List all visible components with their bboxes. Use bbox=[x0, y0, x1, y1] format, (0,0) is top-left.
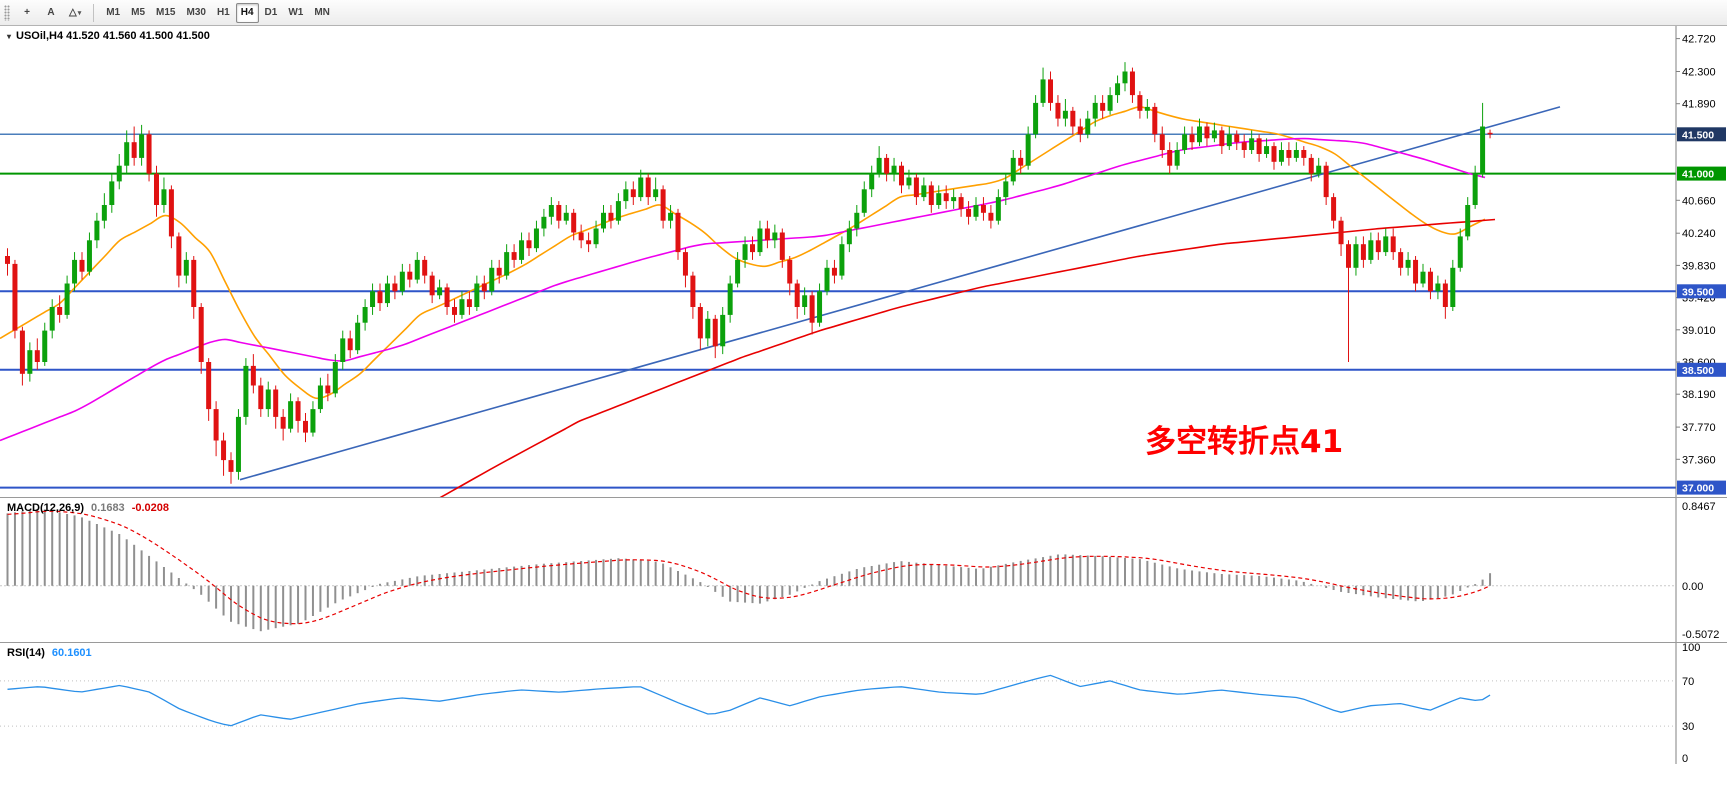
macd-scale-min: -0.5072 bbox=[1682, 629, 1719, 641]
rsi-panel[interactable]: RSI(14) 60.1601 100 70 30 0 bbox=[0, 642, 1727, 764]
ascending-trendline[interactable] bbox=[239, 106, 1561, 481]
macd-histogram bbox=[6, 509, 1492, 632]
price-tick-label: 40.660 bbox=[1682, 195, 1716, 207]
rsi-scale-30: 30 bbox=[1682, 721, 1694, 733]
rsi-scale-100: 100 bbox=[1682, 643, 1700, 654]
rsi-value: 60.1601 bbox=[51, 647, 92, 659]
main-chart-panel[interactable]: ▾ USOil,H4 41.520 41.560 41.500 41.500 多… bbox=[0, 26, 1727, 497]
ma-slow-red bbox=[439, 218, 1496, 497]
timeframe-button-m1[interactable]: M1 bbox=[101, 3, 125, 23]
symbol-header: ▾ USOil,H4 41.520 41.560 41.500 41.500 bbox=[7, 30, 210, 42]
svg-text:38.500: 38.500 bbox=[1682, 365, 1714, 377]
symbol-ohlc-label: USOil,H4 41.520 41.560 41.500 41.500 bbox=[16, 30, 210, 42]
macd-scale-zero: 0.00 bbox=[1682, 581, 1703, 593]
shapes-button[interactable]: △ ▾ bbox=[64, 3, 86, 23]
timeframe-button-h4[interactable]: H4 bbox=[235, 2, 259, 23]
price-tick-label: 42.720 bbox=[1682, 34, 1716, 46]
rsi-scale-0: 0 bbox=[1682, 753, 1688, 764]
price-tick-label: 40.240 bbox=[1682, 228, 1716, 240]
timeframe-button-m30[interactable]: M30 bbox=[181, 3, 210, 23]
macd-main-value: 0.1683 bbox=[91, 502, 125, 514]
toolbar-tools: + A △ ▾ bbox=[16, 3, 86, 23]
svg-text:37.000: 37.000 bbox=[1682, 483, 1714, 495]
toolbar: + A △ ▾ M1 M5 M15 M30 H1 H4 D1 W1 MN bbox=[0, 0, 1727, 26]
timeframe-button-m5[interactable]: M5 bbox=[126, 3, 150, 23]
timeframe-button-h1[interactable]: H1 bbox=[212, 3, 235, 23]
timeframe-button-d1[interactable]: D1 bbox=[260, 3, 283, 23]
macd-signal-line bbox=[7, 510, 1491, 625]
svg-text:41.500: 41.500 bbox=[1682, 129, 1714, 141]
macd-label: MACD(12,26,9) 0.1683 -0.0208 bbox=[7, 502, 169, 514]
svg-text:41.000: 41.000 bbox=[1682, 169, 1714, 181]
price-tick-label: 41.890 bbox=[1682, 99, 1716, 111]
toolbar-separator bbox=[93, 3, 95, 22]
price-tag-41.000 bbox=[1677, 166, 1726, 181]
shapes-icon: △ bbox=[69, 7, 77, 18]
macd-indicator-name: MACD(12,26,9) bbox=[7, 502, 85, 514]
macd-panel[interactable]: MACD(12,26,9) 0.1683 -0.0208 0.8467 0.00 -… bbox=[0, 497, 1727, 642]
price-tick-label: 42.300 bbox=[1682, 67, 1716, 79]
annotation-text[interactable]: 多空转折点41 bbox=[1145, 424, 1344, 460]
ma-fast-orange bbox=[0, 106, 1486, 400]
crosshair-button[interactable]: + bbox=[16, 3, 38, 23]
crosshair-icon: + bbox=[24, 7, 30, 18]
text-label-button[interactable]: A bbox=[40, 3, 62, 23]
macd-canvas[interactable]: 0.8467 0.00 -0.5072 bbox=[0, 498, 1727, 642]
price-tag-38.500 bbox=[1677, 362, 1726, 377]
rsi-label: RSI(14) 60.1601 bbox=[7, 647, 92, 659]
rsi-canvas[interactable]: 100 70 30 0 bbox=[0, 643, 1727, 764]
timeframe-button-m15[interactable]: M15 bbox=[151, 3, 180, 23]
price-tick-label: 39.830 bbox=[1682, 260, 1716, 272]
toolbar-grip-handle[interactable] bbox=[4, 4, 10, 21]
rsi-indicator-name: RSI(14) bbox=[7, 647, 45, 659]
timeframe-button-mn[interactable]: MN bbox=[309, 3, 335, 23]
price-tag-37.000 bbox=[1677, 480, 1726, 495]
price-tick-label: 38.190 bbox=[1682, 389, 1716, 401]
ma-mid-magenta bbox=[0, 137, 1486, 442]
price-tick-label: 37.360 bbox=[1682, 454, 1716, 466]
macd-scale-max: 0.8467 bbox=[1682, 501, 1716, 513]
candles bbox=[5, 62, 1493, 484]
price-tick-label: 37.770 bbox=[1682, 422, 1716, 434]
rsi-scale-70: 70 bbox=[1682, 676, 1694, 688]
timeframe-button-w1[interactable]: W1 bbox=[283, 3, 308, 23]
macd-signal-value: -0.0208 bbox=[131, 502, 169, 514]
price-tag-41.500 bbox=[1677, 127, 1726, 142]
rsi-line bbox=[7, 674, 1491, 727]
price-tag-39.500 bbox=[1677, 284, 1726, 299]
price-tick-label: 39.010 bbox=[1682, 325, 1716, 337]
text-label-icon: A bbox=[47, 7, 55, 18]
main-chart-canvas[interactable]: 42.72042.30041.89040.66040.24039.83039.4… bbox=[0, 26, 1727, 497]
collapse-arrow-icon[interactable]: ▾ bbox=[7, 31, 12, 41]
timeframe-buttons: M1 M5 M15 M30 H1 H4 D1 W1 MN bbox=[101, 2, 335, 23]
svg-text:39.500: 39.500 bbox=[1682, 286, 1714, 298]
dropdown-caret-icon: ▾ bbox=[77, 9, 82, 17]
